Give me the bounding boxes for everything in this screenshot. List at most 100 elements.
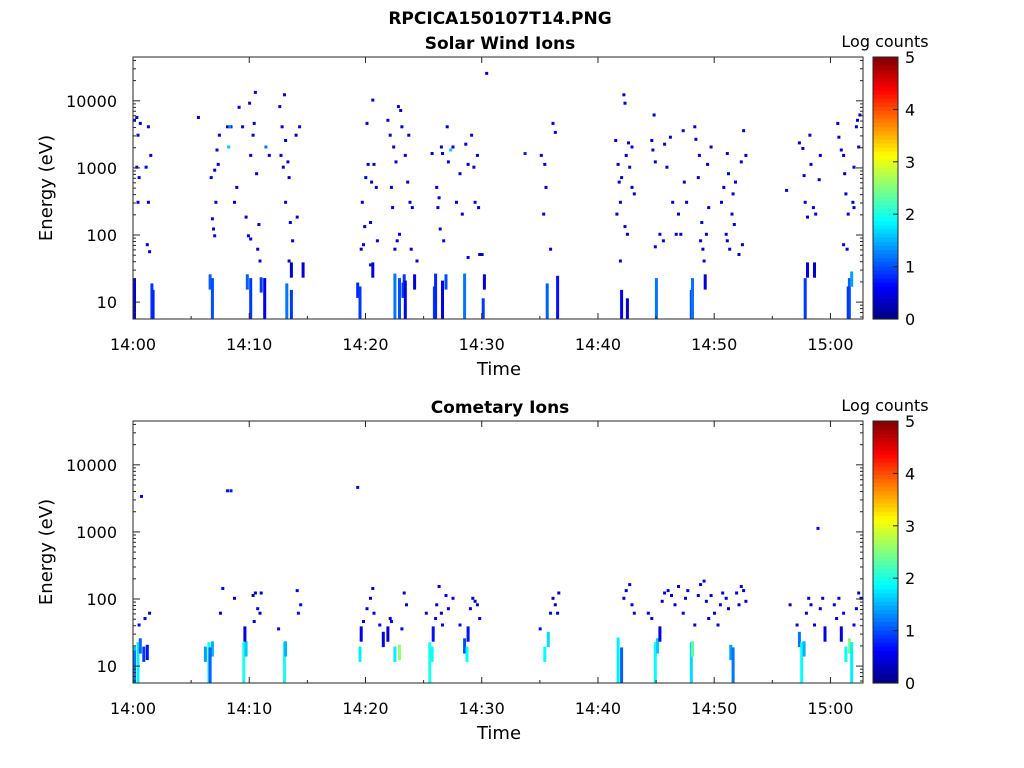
heat-cell: [832, 603, 836, 607]
heat-cell: [480, 253, 484, 256]
x-tick-label: 15:00: [807, 699, 853, 718]
heat-cell: [808, 133, 812, 137]
colorbar-segment: [873, 621, 898, 627]
colorbar-segment: [873, 314, 898, 320]
heat-cell: [363, 225, 367, 229]
colorbar-segment: [873, 646, 898, 651]
heat-cell: [396, 105, 400, 109]
heat-cell: [372, 611, 376, 615]
colorbar-segment: [873, 241, 898, 246]
heat-cell: [405, 603, 408, 607]
heat-cell: [151, 289, 155, 319]
colorbar-segment: [873, 613, 898, 619]
heat-cell: [252, 121, 256, 125]
colorbar-segment: [873, 130, 898, 136]
heat-cell: [378, 623, 382, 627]
x-tick-label: 14:10: [226, 335, 272, 354]
colorbar-frame: [872, 420, 899, 684]
colorbar-segment: [873, 298, 898, 304]
heat-cell: [386, 626, 390, 642]
x-tick-label: 14:20: [342, 699, 388, 718]
plot-area: [133, 421, 863, 683]
heat-cell: [806, 215, 809, 219]
heat-cell: [209, 176, 213, 180]
heat-cell: [671, 200, 675, 204]
colorbar-tick-label: 0: [905, 310, 915, 329]
heat-cell: [854, 125, 858, 129]
colorbar-segment: [873, 110, 898, 115]
heat-cell: [725, 239, 729, 243]
heat-cell: [407, 133, 411, 137]
colorbar-segment: [873, 73, 898, 79]
colorbar-segment: [873, 306, 898, 312]
heat-cell: [804, 611, 808, 615]
colorbar-segment: [873, 237, 898, 242]
colorbar-segment: [873, 560, 898, 565]
heat-cell: [557, 591, 561, 595]
heat-cell: [137, 623, 141, 627]
heat-cell: [219, 611, 222, 615]
heat-cell: [814, 212, 818, 216]
heat-cell: [289, 262, 293, 278]
colorbar-segment: [873, 310, 898, 316]
colorbar-segment: [873, 580, 898, 586]
heat-cell: [253, 90, 257, 94]
heat-cell: [473, 200, 477, 204]
heat-cell: [523, 152, 527, 155]
heat-cell: [801, 147, 805, 150]
heat-cell: [400, 125, 404, 129]
colorbar-segment: [873, 474, 898, 479]
heat-cell: [196, 116, 200, 119]
heat-cell: [135, 116, 139, 119]
heat-cell: [362, 243, 365, 247]
heat-cell: [713, 611, 716, 615]
colorbar-segment: [873, 216, 898, 222]
colorbar-frame: [872, 56, 899, 320]
heat-cell: [740, 243, 744, 247]
colorbar-segment: [873, 519, 898, 524]
colorbar-segment: [873, 188, 898, 193]
heat-cell: [133, 650, 136, 683]
heat-cell: [241, 125, 245, 129]
colorbar-segment: [873, 134, 898, 140]
heat-cell: [468, 607, 472, 611]
heat-cell: [620, 176, 624, 180]
colorbar-segment: [873, 179, 898, 185]
heat-cell: [391, 206, 395, 210]
heat-cell: [835, 617, 839, 620]
heat-cell: [283, 642, 286, 683]
heat-cell: [143, 617, 147, 620]
colorbar-segment: [873, 85, 898, 91]
heat-cell: [463, 273, 467, 319]
heat-cell: [858, 113, 862, 117]
heat-cell: [846, 212, 850, 216]
heat-cell: [788, 603, 792, 607]
heat-cell: [287, 259, 291, 263]
heat-cell: [359, 247, 363, 251]
colorbar-segment: [873, 457, 898, 463]
heat-cell: [398, 644, 401, 661]
heat-cell: [538, 627, 542, 631]
heat-cell: [836, 121, 840, 125]
heat-cell: [430, 646, 434, 662]
colorbar-segment: [873, 278, 898, 283]
heat-cell: [258, 611, 262, 615]
heat-cell: [724, 232, 728, 236]
heat-cell: [727, 607, 730, 611]
heat-cell: [703, 274, 707, 290]
heat-cell: [650, 139, 654, 142]
heat-cell: [465, 646, 469, 662]
colorbar-segment: [873, 233, 898, 238]
heat-cell: [295, 589, 299, 593]
heat-cell: [263, 278, 267, 319]
heat-cell: [614, 139, 618, 142]
colorbar-segment: [873, 527, 898, 533]
heat-cell: [301, 262, 305, 278]
colorbar-segment: [873, 163, 898, 169]
heat-cell: [729, 644, 733, 661]
colorbar-segment: [873, 666, 898, 672]
heat-cell: [718, 603, 722, 607]
heat-cell: [464, 142, 468, 146]
heat-cell: [742, 129, 746, 133]
